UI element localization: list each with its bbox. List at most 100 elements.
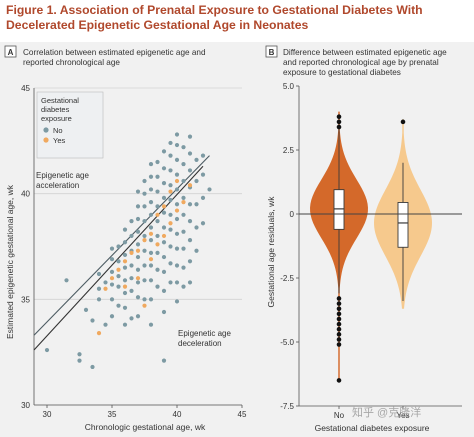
point-no	[64, 278, 69, 283]
point-no	[109, 246, 115, 251]
y-tick-label: -2.5	[280, 274, 294, 283]
point-no	[77, 352, 82, 357]
y-tick-label: 30	[21, 401, 30, 410]
point-yes	[142, 238, 147, 243]
point-no	[161, 240, 167, 245]
point-no	[116, 244, 121, 249]
annotation-deceleration-line-1: Epigenetic age	[178, 329, 231, 338]
point-no	[122, 227, 128, 232]
point-no	[187, 168, 193, 173]
point-no	[181, 229, 186, 234]
x-axis-label: Gestational diabetes exposure	[315, 423, 430, 433]
point-no	[142, 278, 147, 283]
y-tick-label: -7.5	[280, 402, 294, 411]
violin-chart: B Difference between estimated epigeneti…	[265, 45, 462, 433]
point-no	[135, 295, 141, 300]
point-no	[194, 157, 199, 162]
y-axis-label: Gestational age residuals, wk	[266, 196, 276, 308]
point-no	[148, 174, 154, 179]
outlier-point	[336, 326, 342, 332]
point-no	[174, 216, 180, 222]
point-no	[168, 212, 173, 217]
point-no	[142, 297, 147, 302]
point-no	[96, 286, 102, 291]
point-no	[155, 189, 160, 194]
point-no	[77, 358, 82, 363]
point-no	[135, 280, 141, 285]
point-no	[44, 347, 50, 353]
point-yes	[148, 231, 154, 236]
point-no	[155, 233, 160, 239]
point-no	[142, 219, 147, 224]
point-yes	[116, 267, 121, 272]
point-no	[194, 202, 199, 207]
point-yes	[96, 331, 102, 336]
point-no	[161, 210, 167, 215]
point-no	[200, 221, 206, 226]
point-no	[155, 250, 160, 255]
point-yes	[181, 200, 186, 205]
point-no	[168, 183, 173, 188]
outlier-point	[336, 301, 342, 306]
point-no	[174, 246, 180, 251]
point-no	[168, 244, 173, 249]
point-no	[168, 168, 173, 173]
panel-a-letter: A	[8, 48, 14, 57]
annotation-acceleration-line-1: Epigenetic age	[36, 171, 89, 180]
point-no	[90, 364, 95, 370]
point-no	[142, 248, 147, 253]
point-no	[194, 178, 199, 184]
point-no	[155, 204, 160, 209]
point-yes	[122, 284, 128, 289]
point-yes	[174, 178, 180, 184]
legend-marker-yes	[43, 137, 49, 143]
point-no	[181, 246, 186, 251]
point-no	[116, 259, 121, 264]
point-no	[174, 142, 180, 148]
point-yes	[142, 303, 147, 308]
legend-box	[36, 91, 104, 159]
point-no	[174, 202, 180, 207]
point-no	[187, 134, 193, 139]
point-yes	[161, 204, 167, 209]
point-no	[129, 263, 134, 268]
point-no	[168, 261, 173, 266]
point-no	[174, 280, 180, 285]
legend-title-line-1: Gestational	[41, 96, 79, 105]
point-no	[161, 166, 167, 171]
point-no	[103, 280, 108, 285]
point-yes	[109, 276, 115, 281]
legend-label-no: No	[53, 126, 63, 135]
box-no	[333, 189, 345, 230]
point-no	[103, 322, 108, 327]
point-no	[129, 288, 134, 293]
point-no	[200, 195, 206, 200]
axes: 30 35 40 45 30 35 40 45	[21, 84, 247, 419]
point-yes	[148, 257, 154, 262]
point-no	[135, 242, 141, 247]
point-no	[168, 280, 173, 285]
outlier-point	[336, 296, 342, 301]
point-no	[135, 267, 141, 272]
point-no	[181, 212, 186, 217]
point-no	[187, 219, 193, 224]
legend-marker-no	[43, 127, 49, 133]
point-no	[181, 161, 186, 167]
point-no	[148, 238, 154, 243]
point-yes	[135, 276, 141, 281]
point-no	[109, 314, 115, 319]
point-yes	[103, 286, 108, 291]
y-tick-label: 40	[21, 190, 30, 199]
point-no	[116, 273, 121, 279]
point-no	[174, 132, 180, 137]
point-no	[161, 358, 167, 363]
point-no	[161, 225, 167, 230]
figure-title: Figure 1. Association of Prenatal Exposu…	[6, 3, 423, 32]
y-axis-label: Estimated epigenetic gestational age, wk	[5, 184, 15, 339]
outlier-point	[336, 119, 342, 125]
point-no	[174, 187, 180, 192]
point-no	[174, 299, 180, 304]
point-no	[174, 172, 180, 177]
point-no	[135, 216, 141, 222]
point-no	[187, 259, 193, 264]
